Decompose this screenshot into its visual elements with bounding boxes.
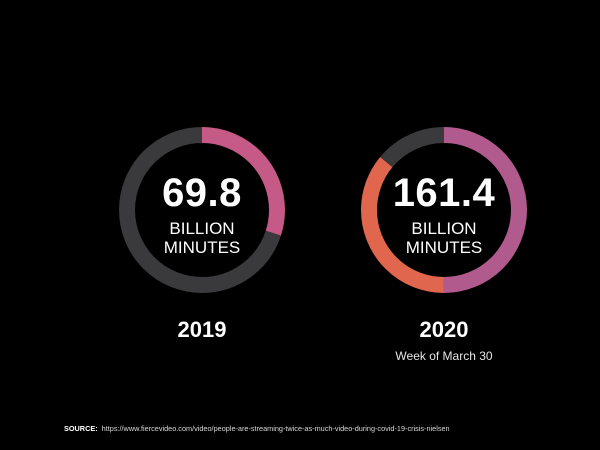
donut-chart-2020 <box>361 127 527 293</box>
source-url: https://www.fiercevideo.com/video/people… <box>101 424 450 433</box>
donut-chart-2019 <box>119 127 285 293</box>
donut-segment-2020-2 <box>361 127 527 293</box>
donut-2020: 161.4 BILLION MINUTES 2020 Week of March… <box>354 0 534 400</box>
year-label-2020: 2020 <box>419 317 469 342</box>
subtitle-2020: Week of March 30 <box>395 349 493 363</box>
donut-segment-2020-1 <box>361 127 527 293</box>
donut-2019: 69.8 BILLION MINUTES 2019 <box>112 0 292 400</box>
source-citation: SOURCE: https://www.fiercevideo.com/video… <box>64 424 584 434</box>
year-label-2019: 2019 <box>177 317 227 342</box>
unit-2020: BILLION MINUTES <box>405 219 483 257</box>
value-2020: 161.4 <box>392 171 496 215</box>
donut-segment-2019-1 <box>119 127 285 293</box>
unit-2019: BILLION MINUTES <box>163 219 241 257</box>
source-label: SOURCE: <box>64 424 98 433</box>
value-2019: 69.8 <box>162 171 242 215</box>
